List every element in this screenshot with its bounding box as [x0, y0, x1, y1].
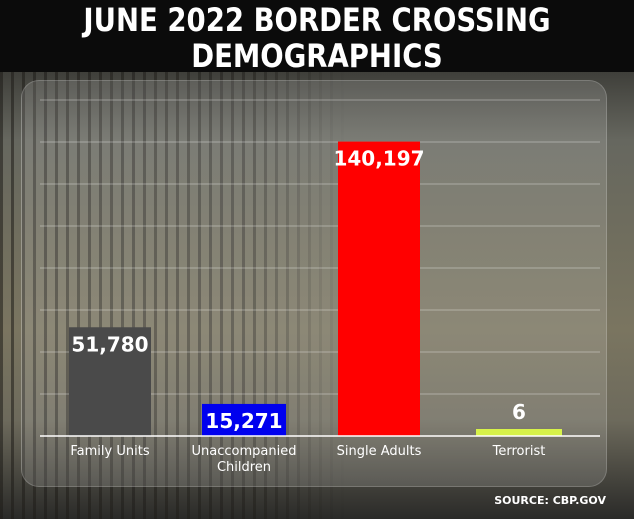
- category-label: Single Adults: [337, 444, 422, 459]
- bar: [69, 327, 151, 436]
- data-label: 6: [512, 400, 526, 424]
- bar: [202, 403, 286, 436]
- data-label: 140,197: [333, 147, 424, 171]
- source-credit: SOURCE: CBP.GOV: [494, 494, 606, 507]
- category-label: Family Units: [70, 444, 149, 459]
- background-fence: [0, 72, 634, 519]
- data-label: 15,271: [205, 409, 282, 433]
- data-label: 51,780: [71, 332, 148, 356]
- bar: [338, 141, 420, 436]
- category-label: Children: [217, 460, 271, 475]
- chart-title: JUNE 2022 BORDER CROSSING DEMOGRAPHICS: [83, 1, 551, 75]
- category-label: Terrorist: [492, 444, 546, 459]
- category-label: Unaccompanied: [192, 444, 297, 459]
- bar: [476, 429, 562, 436]
